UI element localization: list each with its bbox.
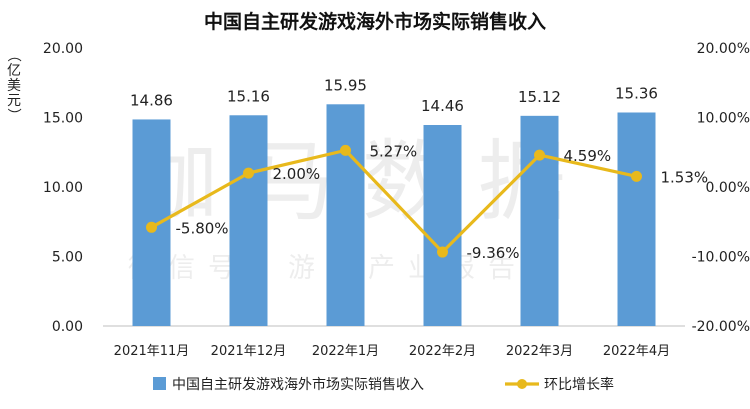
line-point: [631, 170, 642, 182]
line-series: [146, 144, 642, 258]
line-point: [534, 149, 545, 161]
legend: 中国自主研发游戏海外市场实际销售收入 环比增长率: [153, 376, 614, 393]
y-axis-left-label-char: ）: [5, 108, 21, 122]
bar: [617, 112, 656, 326]
bar-series: [132, 104, 656, 326]
legend-swatch-line-marker: [517, 379, 527, 389]
x-axis-ticks: 2021年11月 2021年12月 2022年1月 2022年2月 2022年3月 202…: [114, 344, 671, 359]
y-axis-right-tick: 0.00%: [706, 180, 750, 196]
bar-data-labels: 14.86 15.16 15.95 14.46 15.12 15.36: [130, 76, 658, 115]
line-data-label: 1.53%: [661, 168, 709, 186]
legend-label-line: 环比增长率: [544, 376, 614, 393]
y-axis-left-tick: 20.00: [43, 41, 83, 57]
line-data-label: 4.59%: [564, 147, 612, 165]
line-point: [243, 167, 254, 179]
y-axis-right-tick: 10.00%: [697, 111, 750, 127]
chart-title: 中国自主研发游戏海外市场实际销售收入: [204, 10, 546, 33]
bar-data-label: 15.95: [324, 76, 367, 94]
x-axis-tick: 2022年2月: [409, 344, 476, 359]
y-axis-right-tick: 20.00%: [697, 41, 750, 57]
bar-data-label: 15.16: [227, 87, 270, 105]
bar: [423, 125, 462, 326]
x-axis-tick: 2022年3月: [506, 344, 573, 359]
bar: [229, 115, 268, 326]
y-axis-left-label: （亿美元）: [5, 48, 21, 122]
line-point: [146, 221, 157, 233]
y-axis-left-tick: 0.00: [52, 319, 83, 335]
x-axis-tick: 2022年1月: [312, 344, 379, 359]
line-data-label: -5.80%: [176, 219, 229, 237]
bar-data-label: 14.86: [130, 91, 173, 109]
bar: [326, 104, 365, 326]
y-axis-left-label-char: 元: [7, 93, 21, 109]
x-axis-tick: 2021年12月: [211, 344, 287, 359]
line-data-labels: -5.80% 2.00% 5.27% -9.36% 4.59% 1.53%: [176, 142, 709, 262]
bar: [520, 115, 559, 326]
y-axis-right-ticks: -20.00% -10.00% 0.00% 10.00% 20.00%: [692, 41, 750, 335]
line-point: [340, 144, 351, 156]
line-data-label: -9.36%: [467, 244, 520, 262]
y-axis-right-tick: -10.00%: [692, 250, 750, 266]
y-axis-right-tick: -20.00%: [692, 319, 750, 335]
y-axis-left-label-char: 亿: [7, 63, 21, 79]
line-path: [150, 148, 637, 254]
line-data-label: 2.00%: [273, 165, 321, 183]
y-axis-left-label-char: （: [5, 48, 21, 62]
legend-swatch-bar: [153, 377, 166, 390]
line-data-label: 5.27%: [370, 142, 418, 160]
legend-label-bar: 中国自主研发游戏海外市场实际销售收入: [172, 376, 424, 393]
y-axis-left-tick: 5.00: [52, 250, 83, 266]
bar-data-label: 14.46: [421, 97, 464, 115]
x-axis-tick: 2021年11月: [114, 344, 190, 359]
y-axis-left-ticks: 0.00 5.00 10.00 15.00 20.00: [43, 41, 83, 335]
y-axis-left-tick: 10.00: [43, 180, 83, 196]
bar-data-label: 15.12: [518, 88, 561, 106]
y-axis-left-label-char: 美: [7, 78, 21, 94]
x-axis-tick: 2022年4月: [603, 344, 670, 359]
bar-data-label: 15.36: [615, 84, 658, 102]
line-point: [437, 246, 448, 258]
y-axis-left-tick: 15.00: [43, 111, 83, 127]
